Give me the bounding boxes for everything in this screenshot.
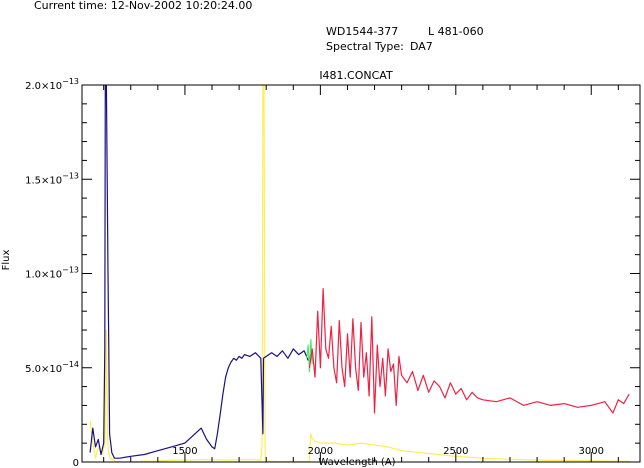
plot-frame bbox=[81, 84, 641, 463]
y-tick-label: 1.0×10−13 bbox=[25, 266, 79, 281]
object-name: WD1544-377 bbox=[326, 25, 398, 38]
spectral-type-label: Spectral Type: bbox=[326, 40, 404, 53]
series-line-3 bbox=[306, 338, 313, 373]
y-tick-label: 1.5×10−13 bbox=[25, 171, 79, 186]
series-layer bbox=[89, 85, 630, 462]
series-line-1 bbox=[89, 85, 630, 462]
y-tick-label: 5.0×10−14 bbox=[25, 360, 79, 375]
x-axis-label: Wavelength (A) bbox=[318, 457, 395, 468]
y-tick-label: 2.0×10−13 bbox=[25, 77, 79, 92]
series-line-4 bbox=[308, 288, 630, 414]
object-alt-name: L 481-060 bbox=[428, 25, 484, 38]
axes-layer: 1500 2000 2500 3000 0 5.0×10−14 1.0×10−13 1.5×1… bbox=[25, 77, 641, 468]
series-line-2 bbox=[89, 85, 313, 459]
current-time: Current time: 12-Nov-2002 10:20:24.00 bbox=[34, 0, 252, 12]
x-tick-label: 2500 bbox=[443, 446, 468, 457]
x-tick-label: 2000 bbox=[308, 446, 333, 457]
x-tick-label: 3000 bbox=[579, 446, 604, 457]
y-tick-label: 0 bbox=[73, 458, 79, 468]
spectral-type-value: DA7 bbox=[410, 40, 433, 53]
y-axis-label: Flux bbox=[1, 250, 12, 271]
chart-title: I481.CONCAT bbox=[319, 69, 393, 82]
x-tick-label: 1500 bbox=[172, 446, 197, 457]
